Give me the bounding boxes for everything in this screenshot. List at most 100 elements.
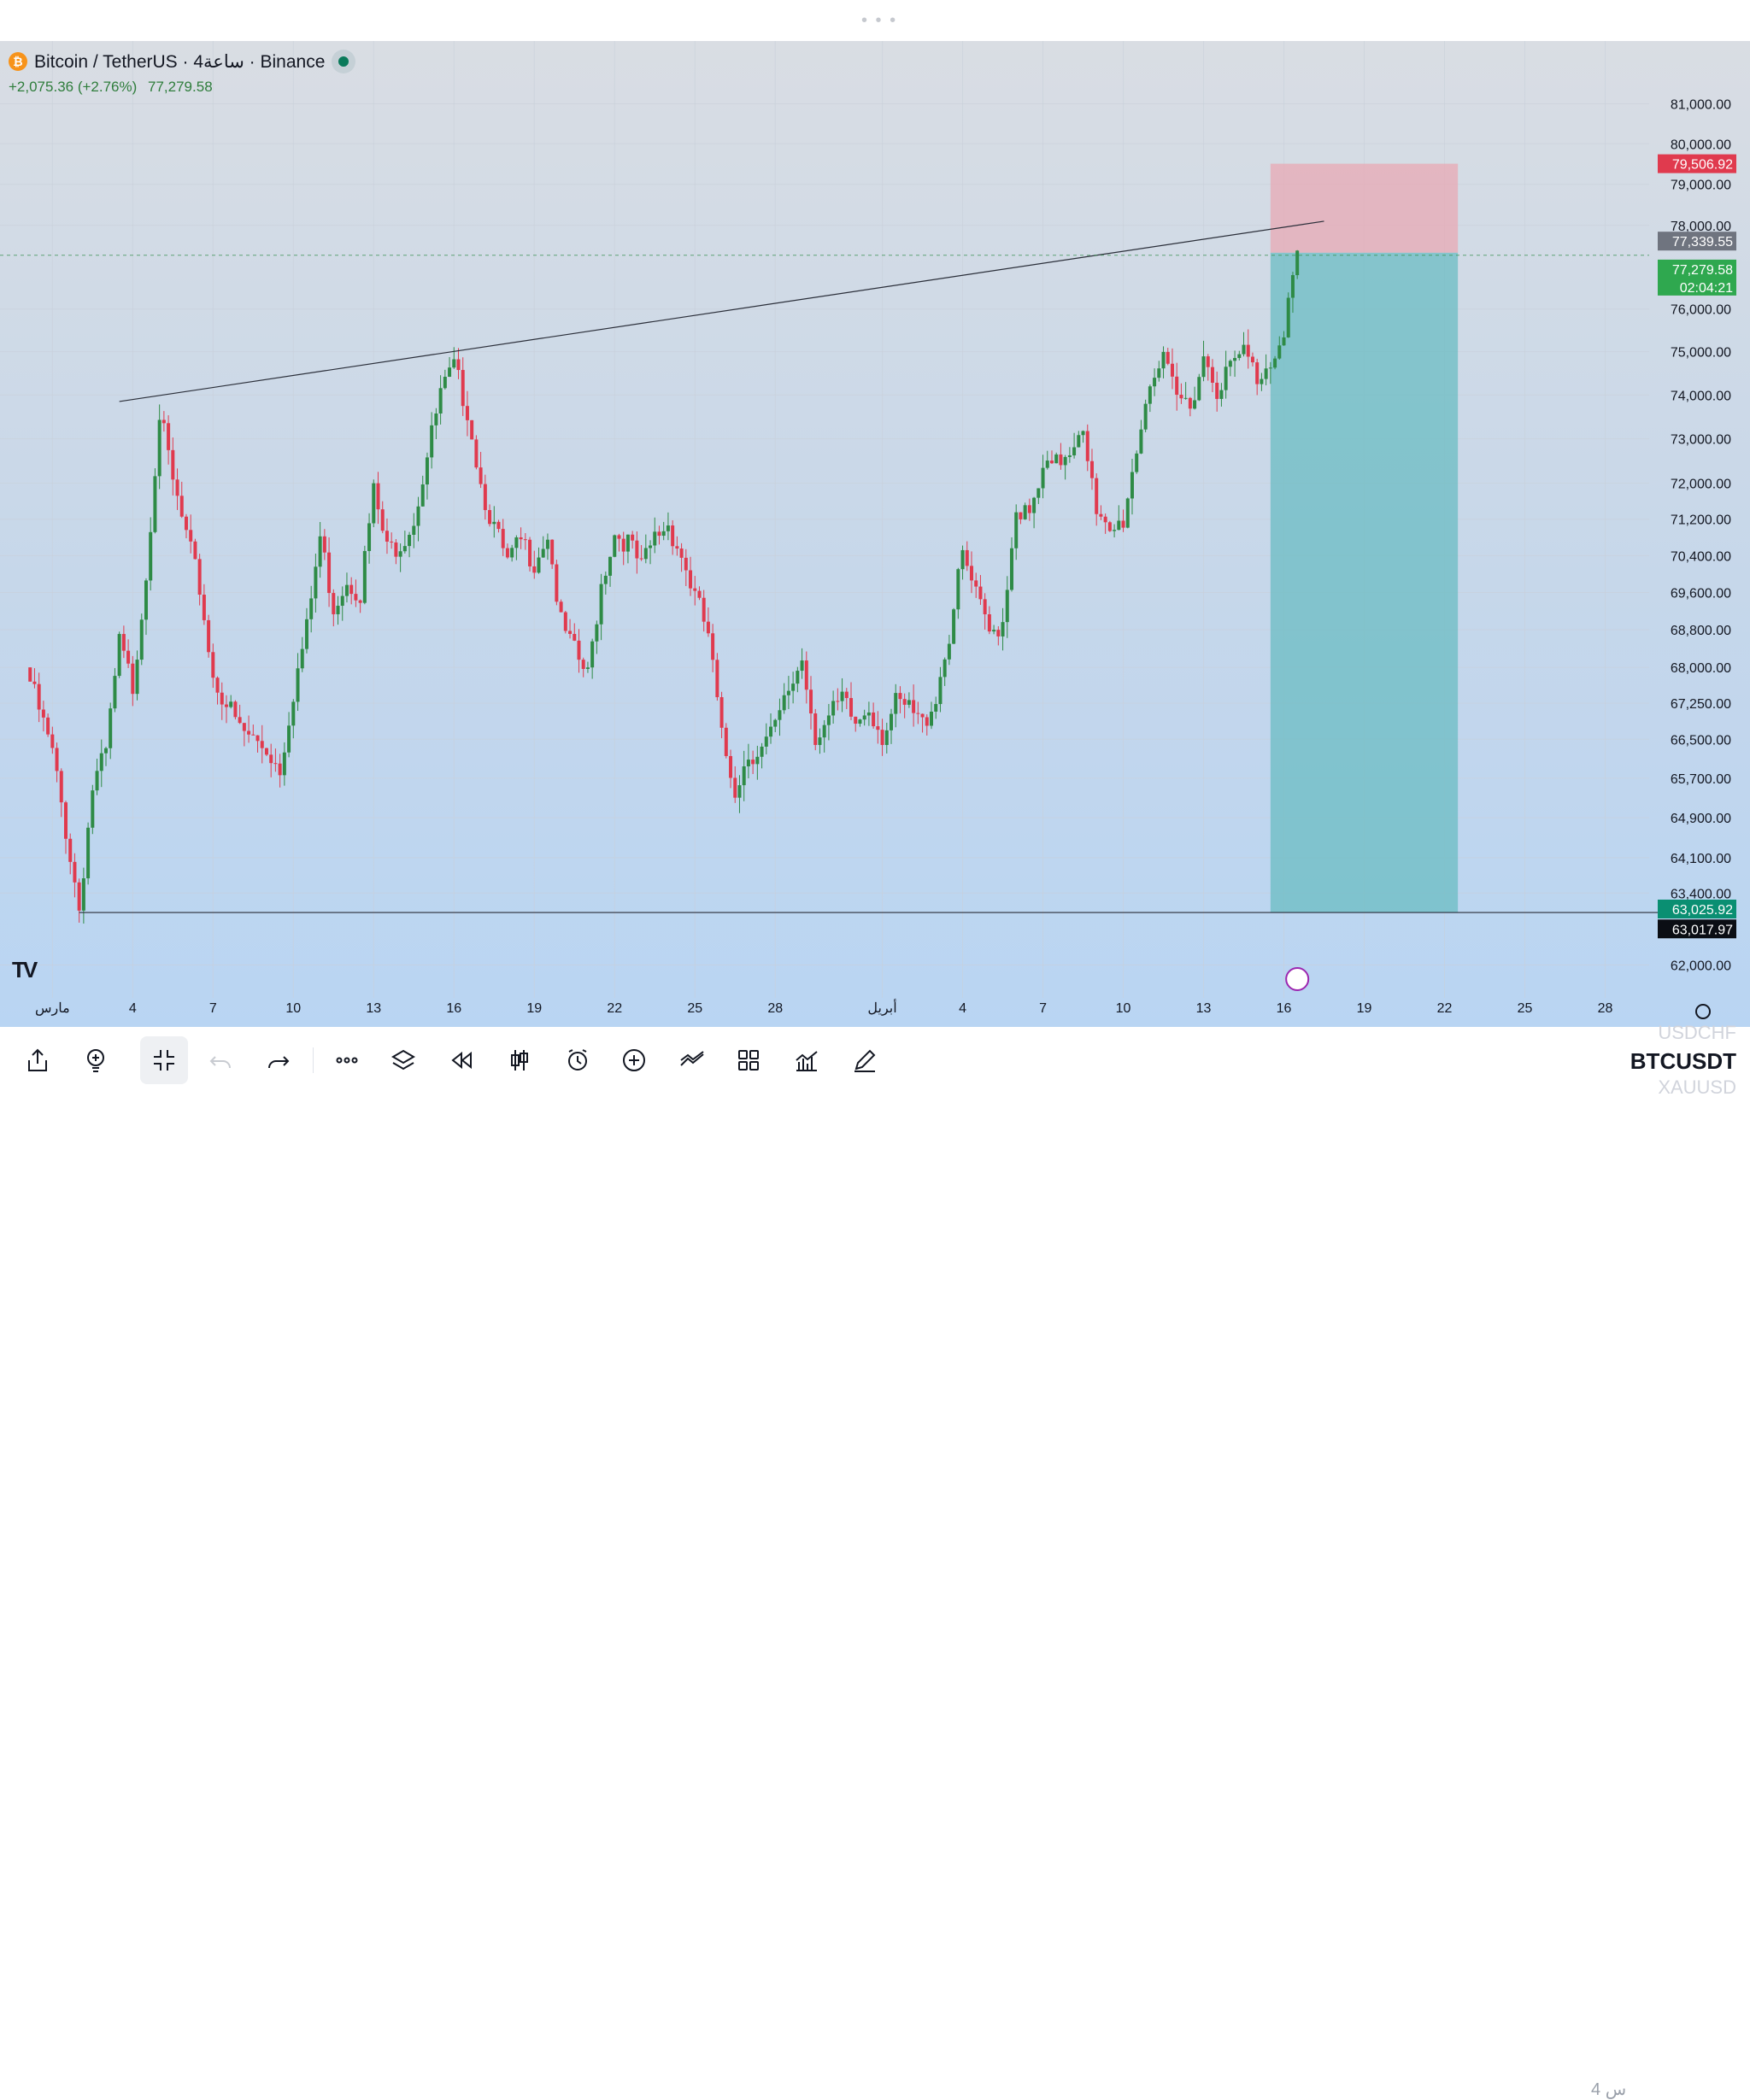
candle-body [1103, 516, 1107, 523]
candle-body [438, 388, 443, 414]
candle-body [715, 660, 719, 698]
candle-body [876, 726, 880, 730]
indicators-icon[interactable] [790, 1043, 824, 1077]
candle-body [643, 548, 648, 560]
candle-body [1077, 435, 1081, 448]
candle-body [1260, 378, 1264, 384]
candle-body [233, 701, 238, 718]
candle-body [1290, 275, 1295, 298]
market-status-icon[interactable] [332, 50, 356, 73]
candle-body [675, 546, 679, 549]
candle-body [1085, 431, 1089, 461]
candle-body [1153, 378, 1157, 387]
candle-body [514, 537, 519, 548]
candle-body [354, 594, 358, 601]
candle-body [175, 479, 179, 496]
undo-icon[interactable] [203, 1043, 238, 1077]
candle-body [474, 439, 479, 468]
last-price: 77,279.58 [148, 79, 213, 95]
candle-body [537, 557, 541, 573]
candle-body [318, 536, 322, 567]
interval-label[interactable]: 4 س [1591, 2080, 1627, 2099]
drawings-icon[interactable] [675, 1043, 709, 1077]
candle-body [550, 539, 555, 565]
more-icon[interactable] [330, 1043, 364, 1077]
candle-body [1246, 344, 1250, 357]
candle-body [452, 359, 456, 368]
candle-body [737, 785, 742, 798]
candle-body [555, 564, 559, 602]
candle-body [1206, 356, 1210, 367]
candle-body [1005, 590, 1009, 623]
candle-body [764, 736, 768, 747]
candle-body [925, 717, 929, 726]
candle-body [568, 631, 573, 635]
symbol-above[interactable]: USDCHF [1658, 1022, 1736, 1043]
candle-body [1095, 478, 1099, 514]
candle-body [1224, 367, 1228, 390]
y-tick-label: 64,100.00 [1671, 852, 1731, 866]
candle-body [519, 537, 523, 540]
y-tick-label: 68,000.00 [1671, 661, 1731, 676]
candle-body [264, 748, 268, 755]
collapse-icon[interactable] [140, 1036, 188, 1084]
candle-body [1242, 344, 1246, 355]
candle-body [1228, 361, 1232, 367]
candle-body [412, 525, 416, 535]
candle-body [791, 683, 796, 691]
candle-body [649, 545, 653, 548]
candle-body [943, 659, 947, 678]
support-price-tag-bg [1658, 919, 1736, 939]
tradingview-logo: TV [12, 957, 38, 983]
candle-body [1255, 362, 1260, 384]
settings-gear-icon [1695, 1004, 1711, 1019]
pencil-icon[interactable] [848, 1043, 882, 1077]
candle-body [689, 570, 693, 589]
candle-body [207, 619, 211, 653]
layout-icon[interactable] [731, 1043, 766, 1077]
candle-body [684, 557, 688, 571]
current-symbol[interactable]: BTCUSDT [1630, 1048, 1736, 1074]
candles-icon[interactable] [502, 1043, 537, 1077]
add-icon[interactable] [617, 1043, 651, 1077]
x-tick-label: 10 [1116, 1001, 1131, 1016]
candle-body [1175, 376, 1179, 396]
x-tick-label: 13 [1196, 1001, 1212, 1016]
alert-icon[interactable] [561, 1043, 595, 1077]
drag-handle[interactable]: • • • [861, 11, 898, 30]
chart-area[interactable]: 81,000.00 80,000.00 79,000.00 78,000.00 76,0… [0, 41, 1750, 1027]
candle-body [1001, 622, 1005, 636]
candle-body [390, 541, 394, 543]
candle-body [987, 614, 991, 632]
candle-body [751, 760, 755, 765]
last-price-tag: 77,279.58 [1672, 263, 1733, 278]
symbol-below[interactable]: XAUUSD [1658, 1076, 1736, 1098]
candle-body [822, 724, 826, 738]
candle-body [1019, 512, 1023, 519]
candle-body [434, 414, 438, 425]
share-icon[interactable] [21, 1043, 55, 1077]
symbol-header[interactable]: ₿ Bitcoin / TetherUS · 4ساعة · Binance [9, 50, 356, 73]
candle-body [1157, 368, 1161, 378]
candle-body [304, 619, 308, 649]
candle-body [483, 484, 487, 511]
replay-icon[interactable] [444, 1043, 479, 1077]
target-price-tag-bg [1658, 899, 1736, 918]
candle-body [884, 730, 889, 745]
candle-body [179, 496, 184, 517]
candle-body [849, 698, 854, 717]
candle-body [448, 367, 452, 377]
layers-icon[interactable] [386, 1043, 420, 1077]
candle-body [430, 425, 434, 458]
candle-body [983, 599, 987, 615]
price-chart[interactable]: 81,000.00 80,000.00 79,000.00 78,000.00 76,0… [0, 41, 1750, 1027]
candle-body [1041, 467, 1045, 489]
candle-body [103, 748, 108, 754]
idea-icon[interactable] [79, 1043, 113, 1077]
candle-body [1063, 456, 1067, 466]
candle-body [1045, 460, 1049, 468]
candle-body [1286, 297, 1290, 337]
candle-body [585, 667, 590, 669]
candle-body [769, 726, 773, 737]
redo-icon[interactable] [261, 1043, 296, 1077]
